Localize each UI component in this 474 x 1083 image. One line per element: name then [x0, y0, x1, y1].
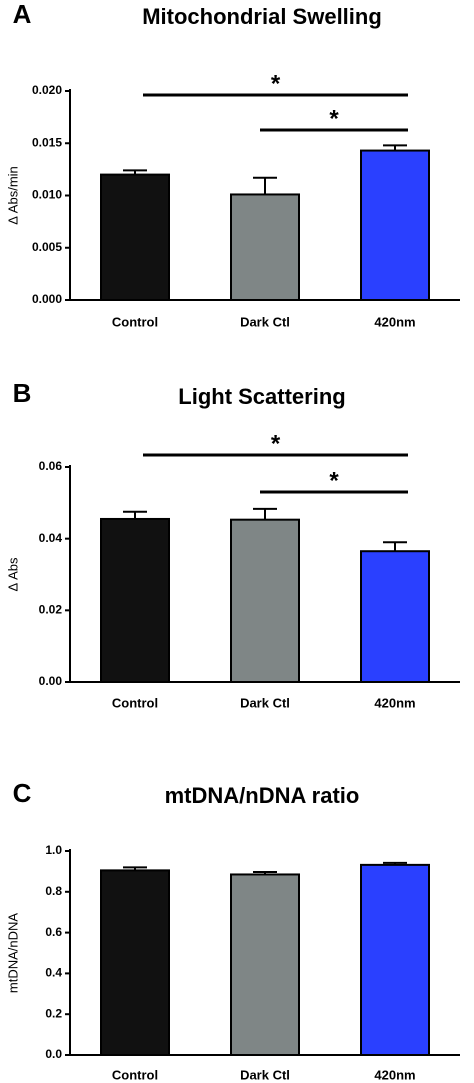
x-tick-label: 420nm	[374, 695, 415, 710]
bar	[100, 517, 170, 683]
y-tick-label: 0.010	[32, 188, 62, 202]
chart-title: mtDNA/nDNA ratio	[165, 783, 360, 808]
y-tick-label: 0.4	[45, 966, 62, 980]
x-tick-label: Control	[112, 695, 158, 710]
y-axis-label: Δ Abs	[5, 557, 20, 591]
bar	[360, 863, 430, 1057]
x-tick-label: 420nm	[374, 1067, 415, 1082]
x-tick-label: Dark Ctl	[240, 1067, 290, 1082]
y-tick-label: 1.0	[45, 843, 62, 857]
significance-mark: *	[329, 105, 339, 132]
panel-label: C	[13, 778, 32, 808]
bar	[360, 149, 430, 301]
chart-title: Light Scattering	[178, 384, 345, 409]
y-tick-label: 0.02	[39, 603, 63, 617]
y-tick-label: 0.06	[39, 459, 63, 473]
significance-mark: *	[271, 430, 281, 457]
panel-label: A	[13, 0, 32, 29]
y-tick-label: 0.0	[45, 1047, 62, 1061]
y-tick-label: 0.04	[39, 531, 63, 545]
y-tick-label: 0.00	[39, 674, 63, 688]
y-tick-label: 0.6	[45, 925, 62, 939]
x-tick-label: Dark Ctl	[240, 314, 290, 329]
significance-mark: *	[271, 70, 281, 97]
y-tick-label: 0.000	[32, 292, 62, 306]
panel-label: B	[13, 378, 32, 408]
y-axis-label: Δ Abs/min	[5, 166, 20, 225]
x-tick-label: 420nm	[374, 314, 415, 329]
y-tick-label: 0.020	[32, 83, 62, 97]
y-axis-label: mtDNA/nDNA	[5, 913, 20, 994]
y-tick-label: 0.015	[32, 135, 62, 149]
bar	[100, 173, 170, 302]
bar	[360, 550, 430, 683]
y-tick-label: 0.005	[32, 240, 62, 254]
y-tick-label: 0.8	[45, 884, 62, 898]
x-tick-label: Control	[112, 1067, 158, 1082]
x-tick-label: Control	[112, 314, 158, 329]
bar	[230, 518, 300, 683]
chart-title: Mitochondrial Swelling	[142, 4, 382, 29]
bar	[230, 193, 300, 301]
bar	[230, 873, 300, 1057]
significance-mark: *	[329, 467, 339, 494]
x-tick-label: Dark Ctl	[240, 695, 290, 710]
y-tick-label: 0.2	[45, 1006, 62, 1020]
bar	[100, 869, 170, 1056]
